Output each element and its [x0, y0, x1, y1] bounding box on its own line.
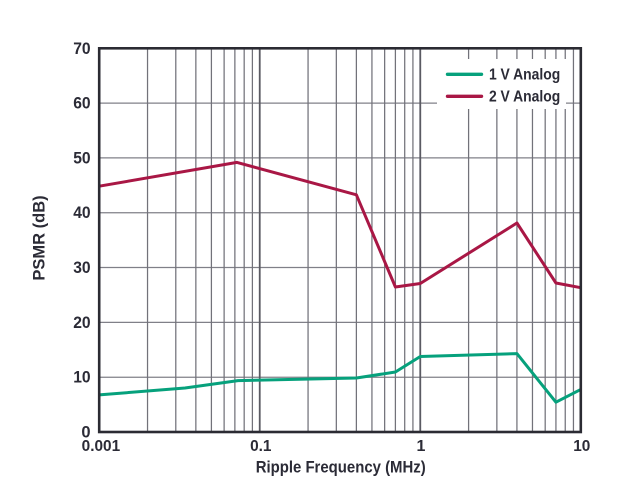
- svg-text:2 V Analog: 2 V Analog: [489, 88, 560, 105]
- svg-text:30: 30: [73, 259, 90, 277]
- svg-text:40: 40: [73, 204, 90, 222]
- svg-text:Ripple Frequency (MHz): Ripple Frequency (MHz): [256, 458, 426, 476]
- svg-text:1 V Analog: 1 V Analog: [489, 66, 560, 83]
- svg-text:10: 10: [573, 438, 590, 455]
- svg-text:10: 10: [73, 369, 90, 387]
- svg-text:60: 60: [73, 95, 90, 113]
- svg-text:70: 70: [73, 40, 90, 58]
- svg-text:0.001: 0.001: [82, 438, 121, 455]
- svg-text:1: 1: [417, 438, 426, 455]
- svg-text:0: 0: [81, 424, 90, 442]
- svg-text:0.1: 0.1: [250, 438, 271, 455]
- svg-text:20: 20: [73, 314, 90, 332]
- svg-text:50: 50: [73, 149, 90, 167]
- svg-text:PSMR (dB): PSMR (dB): [31, 195, 49, 280]
